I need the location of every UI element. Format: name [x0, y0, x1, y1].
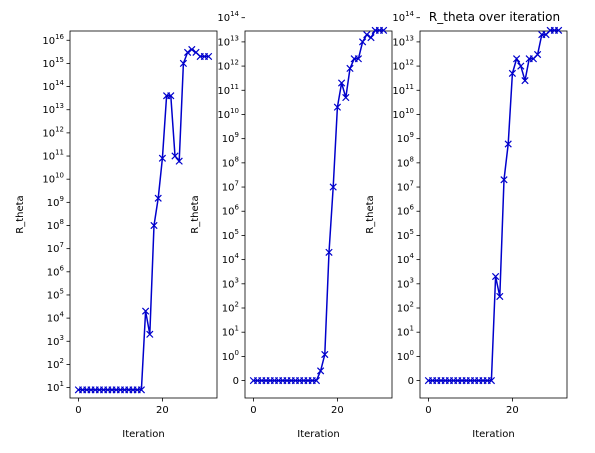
y-tick-label: 1012	[392, 59, 414, 73]
y-tick-label: 1015	[42, 56, 64, 70]
y-tick-label: 101	[397, 325, 414, 339]
y-tick-label: 107	[222, 180, 239, 194]
y-tick-label: 102	[47, 357, 64, 371]
y-tick-label: 1014	[42, 79, 64, 93]
y-tick-label: 107	[397, 180, 414, 194]
chart-3: 0 100 101 102 103 104 105 106 107 108 109 1010 1011 1…	[365, 10, 567, 440]
y-tick-label: 104	[397, 252, 415, 266]
x-tick-label: 0	[75, 405, 81, 416]
y-tick-label: 1014	[217, 10, 239, 24]
y-tick-label: 1010	[392, 107, 414, 121]
data-point	[184, 49, 190, 55]
data-point	[364, 31, 370, 37]
y-tick-label: 100	[222, 349, 239, 363]
y-tick-label: 1011	[42, 149, 64, 163]
data-point	[189, 46, 195, 52]
y-tick-label: 1012	[42, 125, 64, 139]
y-tick-label: 102	[222, 301, 239, 315]
y-tick-label: 102	[397, 301, 414, 315]
y-tick-label: 103	[397, 276, 414, 290]
x-axis-label: Iteration	[297, 429, 339, 440]
x-tick-label: 20	[156, 405, 169, 416]
y-tick-label: 105	[47, 287, 64, 301]
y-tick-label: 105	[397, 228, 414, 242]
y-axis-label: R_theta	[365, 195, 376, 233]
y-tick-label: 108	[222, 155, 239, 169]
y-tick-label: 103	[222, 276, 239, 290]
y-tick-label: 101	[222, 325, 239, 339]
y-tick-label: 101	[47, 380, 64, 394]
chart-1: 101 102 103 104 105 106 107 108 109 1010 1011 1012 1…	[15, 31, 217, 440]
y-tick-label: 106	[47, 264, 65, 278]
y-tick-label: 104	[222, 252, 240, 266]
y-tick-label: 104	[47, 311, 65, 325]
y-tick-label: 0	[408, 376, 414, 387]
y-tick-label: 109	[397, 131, 414, 145]
x-axis-label: Iteration	[122, 429, 164, 440]
y-tick-label: 1010	[42, 172, 64, 186]
y-tick-label: 1013	[392, 34, 414, 48]
y-tick-label: 108	[47, 218, 64, 232]
y-axis-label: R_theta	[190, 195, 201, 233]
y-tick-label: 0	[233, 376, 239, 387]
chart-2: 0 100 101 102 103 104 105 106 107 108 109 1010 1011 1…	[190, 10, 392, 440]
y-tick-label: 106	[397, 204, 415, 218]
y-tick-label: 107	[47, 241, 64, 255]
y-tick-label: 106	[222, 204, 240, 218]
chart-title: R_theta over iteration	[429, 10, 560, 24]
x-axis-label: Iteration	[472, 429, 514, 440]
y-axis-label: R_theta	[15, 195, 26, 233]
y-tick-label: 1011	[217, 83, 239, 97]
y-tick-label: 1016	[42, 33, 64, 47]
y-tick-label: 1010	[217, 107, 239, 121]
y-tick-label: 1011	[392, 83, 414, 97]
x-tick-label: 0	[425, 405, 431, 416]
y-tick-label: 109	[47, 195, 64, 209]
x-tick-label: 20	[331, 405, 344, 416]
y-tick-label: 109	[222, 131, 239, 145]
y-tick-label: 103	[47, 334, 64, 348]
x-tick-label: 0	[250, 405, 256, 416]
y-tick-label: 1013	[217, 34, 239, 48]
y-tick-label: 100	[397, 349, 414, 363]
y-tick-label: 1012	[217, 59, 239, 73]
x-tick-label: 20	[506, 405, 519, 416]
series-line	[428, 30, 558, 380]
y-tick-label: 105	[222, 228, 239, 242]
y-tick-label: 1014	[392, 10, 414, 24]
y-tick-label: 108	[397, 155, 414, 169]
data-point	[368, 34, 374, 40]
y-tick-label: 1013	[42, 102, 64, 116]
